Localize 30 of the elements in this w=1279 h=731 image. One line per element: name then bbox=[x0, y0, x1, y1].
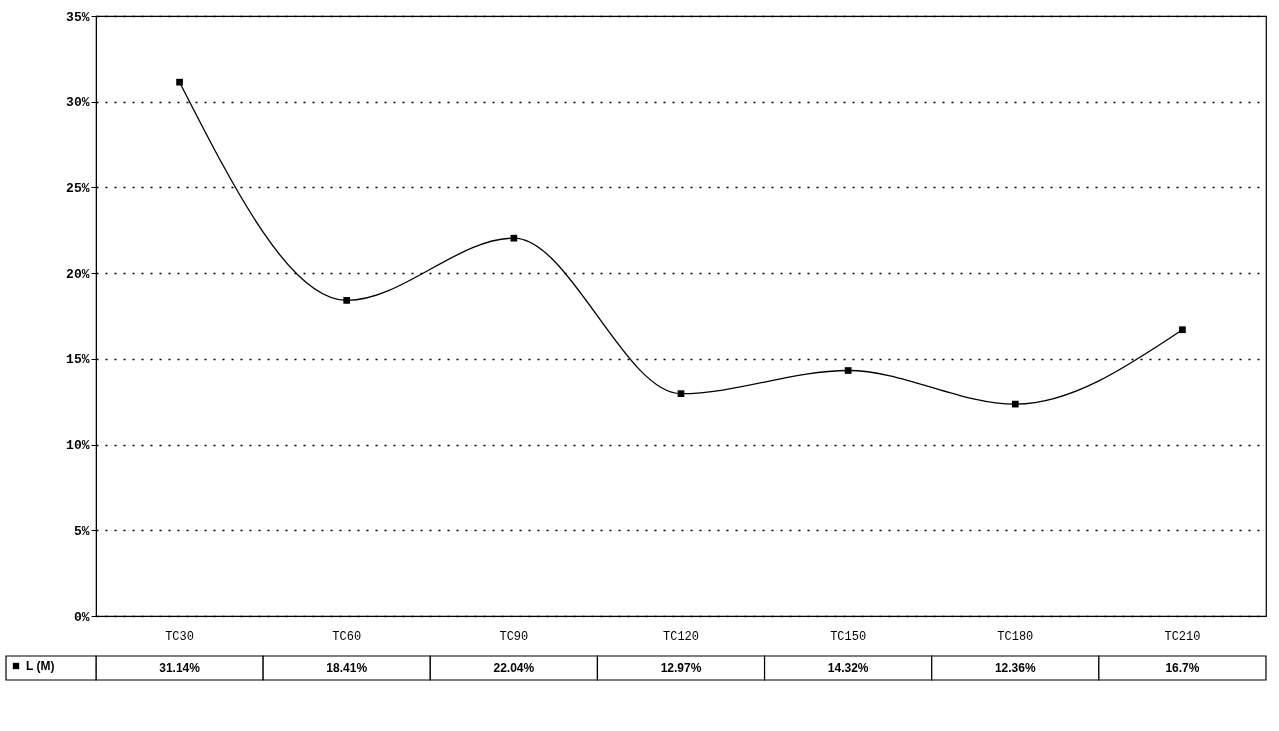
y-tick-label: 20% bbox=[66, 266, 90, 282]
point bbox=[1011, 400, 1019, 408]
x-tick-label: TC60 bbox=[332, 629, 362, 644]
x-tick-label: TC30 bbox=[165, 629, 194, 644]
legend-label: L (M) bbox=[26, 659, 55, 673]
point bbox=[1179, 326, 1186, 334]
point bbox=[844, 367, 852, 374]
data-label: 18.41% bbox=[326, 661, 368, 675]
y-tick-label: 10% bbox=[66, 438, 90, 454]
data-label: 12.36% bbox=[994, 661, 1036, 675]
y-tick-label: 15% bbox=[66, 352, 90, 368]
y-tick-label: 35% bbox=[66, 9, 90, 25]
point bbox=[677, 390, 685, 398]
y-tick-label: 5% bbox=[73, 523, 90, 539]
y-tick-label: 30% bbox=[66, 95, 90, 111]
data-label: 31.14% bbox=[159, 661, 201, 675]
x-tick-label: TC150 bbox=[830, 629, 867, 644]
y-tick-label: 25% bbox=[66, 180, 90, 196]
point bbox=[510, 234, 518, 242]
y-tick-label: 0% bbox=[73, 609, 90, 625]
x-tick-label: TC210 bbox=[1164, 629, 1201, 644]
x-tick-label: TC90 bbox=[499, 629, 529, 644]
data-label: 22.04% bbox=[493, 661, 535, 675]
data-label: 16.7% bbox=[1165, 661, 1200, 675]
point bbox=[176, 78, 183, 86]
data-label: 12.97% bbox=[660, 661, 702, 675]
x-tick-label: TC120 bbox=[662, 629, 700, 644]
data-label: 14.32% bbox=[827, 661, 869, 675]
point bbox=[343, 297, 351, 304]
x-tick-label: TC180 bbox=[997, 629, 1034, 644]
